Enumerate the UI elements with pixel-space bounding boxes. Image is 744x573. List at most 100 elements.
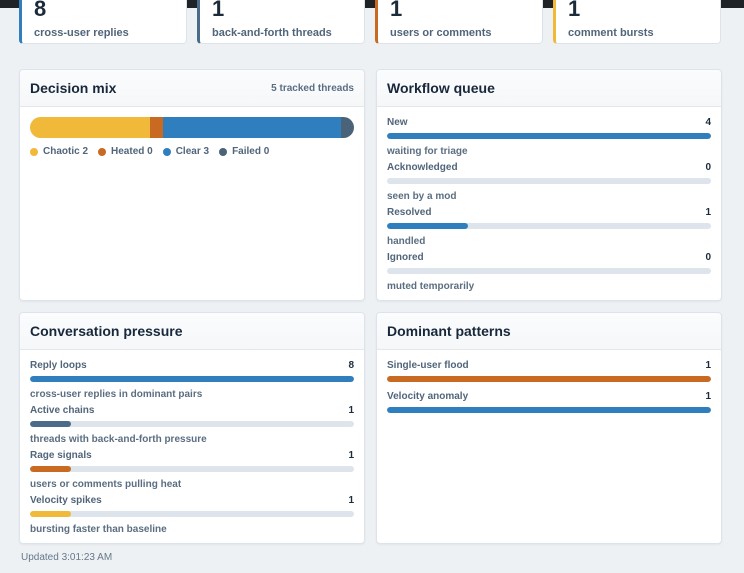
row-label: Acknowledged xyxy=(387,162,458,173)
progress-track xyxy=(387,407,711,413)
panel-title: Decision mix xyxy=(30,80,117,96)
mix-segment-clear xyxy=(162,117,342,138)
stat-value: 8 xyxy=(34,0,47,21)
row-label: Rage signals xyxy=(30,450,92,461)
legend-item-chaotic: Chaotic 2 xyxy=(30,146,88,157)
legend-label: Failed 0 xyxy=(232,146,270,157)
progress-track xyxy=(387,376,711,382)
decision-mix-legend: Chaotic 2 Heated 0 Clear 3 Failed 0 xyxy=(30,146,269,157)
decision-mix-panel: Decision mix 5 tracked threads Chaotic 2… xyxy=(19,69,365,301)
panel-header: Workflow queue xyxy=(377,70,721,107)
conversation-pressure-panel: Conversation pressure Reply loops 8 cross… xyxy=(19,312,365,544)
stat-card-users-or-comments: 1 users or comments xyxy=(375,0,543,44)
row-value: 4 xyxy=(705,117,711,128)
row-description: muted temporarily xyxy=(387,281,475,292)
row-description: handled xyxy=(387,236,426,247)
progress-track xyxy=(30,466,354,472)
panel-header: Dominant patterns xyxy=(377,313,721,350)
row-value: 0 xyxy=(705,252,711,263)
progress-fill xyxy=(30,421,71,427)
window-top-bar xyxy=(0,0,744,8)
workflow-row-ignored: Ignored 0 muted temporarily xyxy=(387,252,711,297)
stat-value: 1 xyxy=(390,0,403,21)
progress-fill xyxy=(387,376,711,382)
row-value: 8 xyxy=(348,360,354,371)
stat-card-cross-user-replies: 8 cross-user replies xyxy=(19,0,187,44)
row-description: cross-user replies in dominant pairs xyxy=(30,389,203,400)
pattern-row-single-user-flood: Single-user flood 1 xyxy=(387,360,711,391)
row-label: Single-user flood xyxy=(387,360,469,371)
workflow-row-new: New 4 waiting for triage xyxy=(387,117,711,162)
stat-value: 1 xyxy=(568,0,581,21)
pattern-row-velocity-anomaly: Velocity anomaly 1 xyxy=(387,391,711,422)
row-label: Ignored xyxy=(387,252,424,263)
tracked-threads-count: 5 tracked threads xyxy=(271,82,354,94)
pressure-row-velocity-spikes: Velocity spikes 1 bursting faster than ba… xyxy=(30,495,354,540)
row-value: 1 xyxy=(348,495,354,506)
row-description: threads with back-and-forth pressure xyxy=(30,434,207,445)
legend-dot xyxy=(98,147,107,156)
stat-label: users or comments xyxy=(390,27,492,39)
row-label: New xyxy=(387,117,408,128)
row-value: 1 xyxy=(705,207,711,218)
progress-track xyxy=(387,178,711,184)
legend-dot xyxy=(30,147,38,156)
stat-label: cross-user replies xyxy=(34,27,129,39)
mix-segment-failed xyxy=(341,117,354,138)
pressure-row-active-chains: Active chains 1 threads with back-and-for… xyxy=(30,405,354,450)
pressure-row-reply-loops: Reply loops 8 cross-user replies in domin… xyxy=(30,360,354,405)
mix-segment-heated xyxy=(149,117,163,138)
progress-track xyxy=(30,421,354,427)
row-label: Reply loops xyxy=(30,360,87,371)
legend-label: Chaotic 2 xyxy=(43,146,89,157)
row-description: waiting for triage xyxy=(387,146,468,157)
stat-card-back-and-forth-threads: 1 back-and-forth threads xyxy=(197,0,365,44)
row-value: 1 xyxy=(348,450,354,461)
progress-track xyxy=(387,268,711,274)
legend-label: Heated 0 xyxy=(111,146,153,157)
row-label: Velocity anomaly xyxy=(387,391,469,402)
panel-header: Decision mix 5 tracked threads xyxy=(20,70,364,107)
legend-item-clear: Clear 3 xyxy=(162,146,210,157)
row-label: Resolved xyxy=(387,207,432,218)
progress-track xyxy=(30,511,354,517)
mix-segment-chaotic xyxy=(30,117,150,138)
dominant-patterns-panel: Dominant patterns Single-user flood 1 Vel… xyxy=(376,312,722,544)
row-value: 1 xyxy=(705,391,711,402)
progress-fill xyxy=(387,133,711,139)
panel-title: Conversation pressure xyxy=(30,323,183,339)
progress-fill xyxy=(30,466,71,472)
progress-track xyxy=(30,376,354,382)
row-value: 1 xyxy=(705,360,711,371)
legend-dot xyxy=(219,147,228,156)
progress-fill xyxy=(387,223,468,229)
legend-item-failed: Failed 0 xyxy=(219,146,269,157)
progress-fill xyxy=(30,511,71,517)
workflow-queue-panel: Workflow queue New 4 waiting for triage A… xyxy=(376,69,722,301)
decision-mix-bar xyxy=(30,117,354,138)
workflow-row-acknowledged: Acknowledged 0 seen by a mod xyxy=(387,162,711,207)
updated-timestamp: Updated 3:01:23 AM xyxy=(21,552,113,563)
progress-track xyxy=(387,133,711,139)
panel-title: Workflow queue xyxy=(387,80,495,96)
row-value: 0 xyxy=(705,162,711,173)
row-description: seen by a mod xyxy=(387,191,457,202)
pressure-row-rage-signals: Rage signals 1 users or comments pulling … xyxy=(30,450,354,495)
legend-dot xyxy=(162,147,171,156)
progress-fill xyxy=(387,407,711,413)
legend-label: Clear 3 xyxy=(175,146,210,157)
row-label: Velocity spikes xyxy=(30,495,102,506)
row-value: 1 xyxy=(348,405,354,416)
stat-card-comment-bursts: 1 comment bursts xyxy=(553,0,721,44)
stat-label: comment bursts xyxy=(568,27,654,39)
legend-item-heated: Heated 0 xyxy=(98,146,153,157)
row-label: Active chains xyxy=(30,405,95,416)
row-description: users or comments pulling heat xyxy=(30,479,182,490)
panel-title: Dominant patterns xyxy=(387,323,511,339)
workflow-row-resolved: Resolved 1 handled xyxy=(387,207,711,252)
panel-header: Conversation pressure xyxy=(20,313,364,350)
stat-label: back-and-forth threads xyxy=(212,27,332,39)
stat-value: 1 xyxy=(212,0,225,21)
row-description: bursting faster than baseline xyxy=(30,524,167,535)
progress-fill xyxy=(30,376,354,382)
